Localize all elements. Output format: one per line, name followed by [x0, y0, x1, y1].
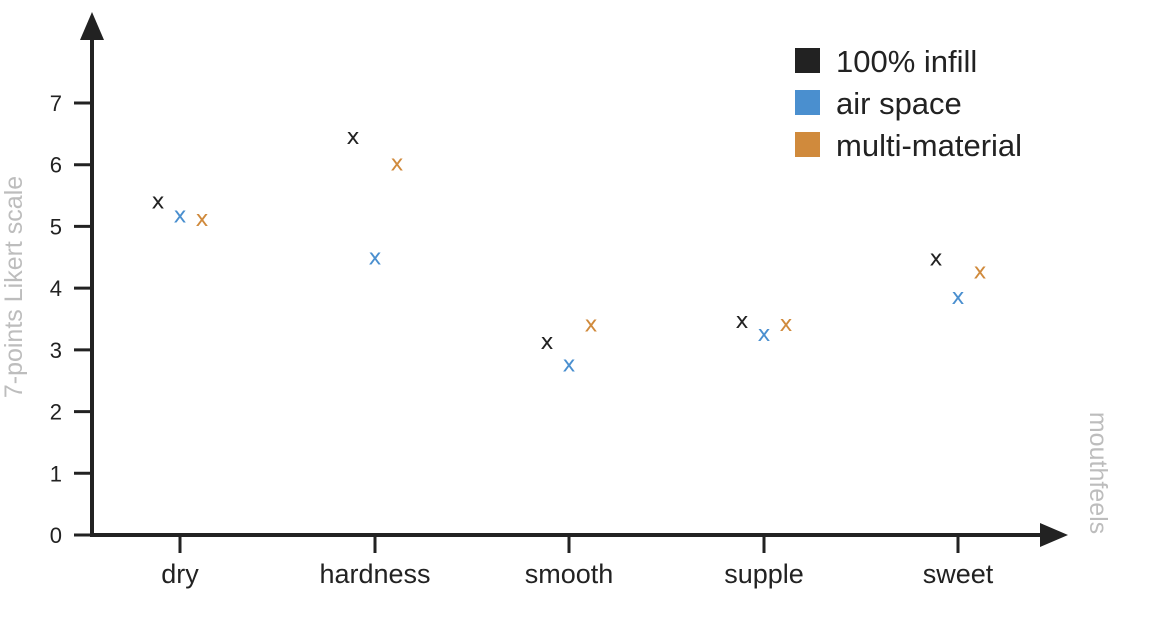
axes: [80, 12, 1068, 547]
y-tick-label: 6: [50, 153, 62, 178]
data-point: x: [540, 330, 553, 355]
legend-label: 100% infill: [836, 44, 977, 79]
y-tick-label: 1: [50, 461, 62, 486]
x-tick-label: dry: [161, 559, 199, 589]
data-point: x: [173, 203, 186, 228]
x-ticks: dry hardness smooth supple sweet: [161, 535, 994, 589]
x-tick-label: sweet: [923, 559, 994, 589]
data-point: x: [562, 353, 575, 378]
legend-swatch: [795, 48, 820, 73]
data-point: x: [368, 245, 381, 270]
legend-label: air space: [836, 86, 962, 121]
data-point: x: [757, 322, 770, 347]
data-point: x: [346, 125, 359, 150]
x-axis-arrow: [1040, 523, 1068, 547]
data-point: x: [951, 285, 964, 310]
x-tick-label: supple: [724, 559, 804, 589]
y-tick-label: 0: [50, 523, 62, 548]
x-tick-label: smooth: [525, 559, 614, 589]
legend-label: multi-material: [836, 128, 1022, 163]
y-tick-label: 3: [50, 338, 62, 363]
x-tick-label: hardness: [319, 559, 430, 589]
x-axis-title: mouthfeels: [1084, 412, 1112, 534]
y-tick-label: 2: [50, 400, 62, 425]
legend-swatch: [795, 90, 820, 115]
y-tick-label: 5: [50, 214, 62, 239]
data-point: x: [151, 190, 164, 215]
y-axis-arrow: [80, 12, 104, 40]
data-point: x: [929, 247, 942, 272]
data-point: x: [779, 312, 792, 337]
y-tick-label: 4: [50, 276, 62, 301]
y-ticks: 0 1 2 3 4 5 6 7: [50, 91, 92, 548]
data-point: x: [735, 309, 748, 334]
y-tick-label: 7: [50, 91, 62, 116]
data-point: x: [195, 207, 208, 232]
legend: 100% infill air space multi-material: [795, 44, 1022, 163]
legend-swatch: [795, 132, 820, 157]
y-axis-title: 7-points Likert scale: [0, 176, 28, 398]
data-point: x: [390, 151, 403, 176]
data-point: x: [584, 313, 597, 338]
data-point: x: [973, 259, 986, 284]
